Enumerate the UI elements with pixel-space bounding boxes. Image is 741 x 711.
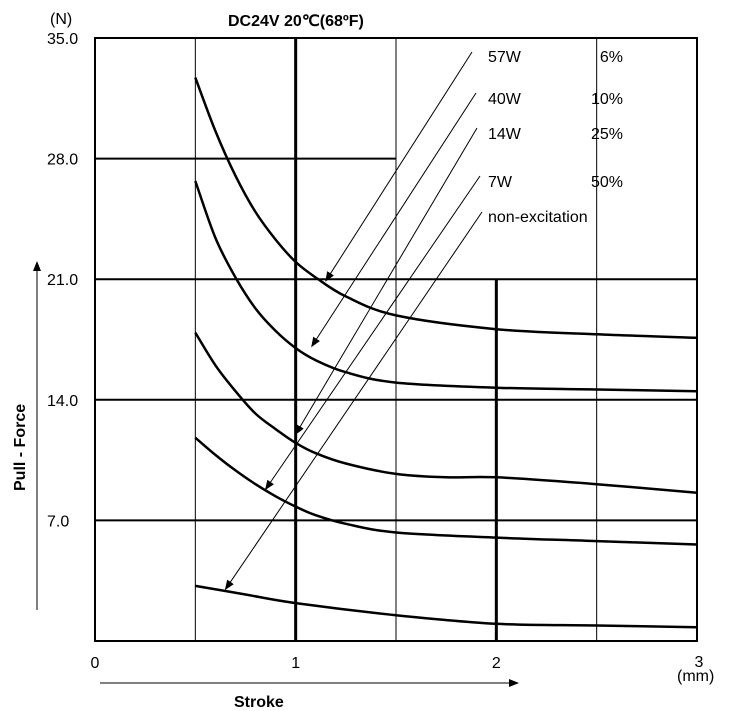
legend-label-3: 7W [488, 174, 513, 191]
x-tick-label-3: 3 [695, 654, 704, 671]
legend-leader-4 [224, 211, 483, 591]
y-tick-label-1: 14.0 [47, 393, 78, 410]
legend-label-4: non-excitation [488, 209, 588, 226]
chart-title: DC24V 20℃(68ºF) [228, 13, 364, 30]
y-tick-labels: 7.0 14.0 21.0 28.0 35.0 [47, 31, 78, 530]
legend-label-1: 40W [488, 91, 522, 108]
series-line-1 [194, 180, 698, 393]
curves [194, 77, 698, 629]
legend-leader-1 [311, 92, 477, 348]
legend: 57W 6% 40W 10% 14W 25% 7W 50% non-excitation [488, 49, 623, 226]
y-axis-label: Pull - Force [12, 404, 29, 491]
series-line-0 [194, 77, 698, 340]
plot-frame [94, 37, 698, 642]
x-tick-label-0: 0 [91, 655, 100, 672]
legend-duty-3: 50% [591, 174, 623, 191]
x-tick-labels: 0 1 2 3 [91, 654, 704, 672]
grid [94, 37, 698, 642]
y-tick-label-0: 7.0 [47, 513, 69, 530]
x-axis-label: Stroke [234, 694, 284, 711]
legend-duty-2: 25% [591, 126, 623, 143]
y-tick-label-3: 28.0 [47, 152, 78, 169]
legend-duty-0: 6% [600, 49, 623, 66]
legend-label-0: 57W [488, 49, 522, 66]
y-tick-label-4: 35.0 [47, 31, 78, 48]
legend-leader-3 [265, 175, 481, 491]
legend-leader-2 [295, 127, 478, 436]
series-line-4 [195, 584, 698, 629]
x-tick-label-1: 1 [291, 655, 300, 672]
legend-label-2: 14W [488, 126, 522, 143]
legend-leader-0 [325, 51, 473, 282]
y-unit-label: (N) [50, 11, 72, 28]
y-tick-label-2: 21.0 [47, 272, 78, 289]
x-unit-label: (mm) [677, 668, 714, 685]
legend-duty-1: 10% [591, 91, 623, 108]
legend-leaders [224, 51, 483, 591]
x-tick-label-2: 2 [492, 655, 501, 672]
series-line-2 [194, 331, 698, 495]
series-line-3 [194, 436, 698, 546]
